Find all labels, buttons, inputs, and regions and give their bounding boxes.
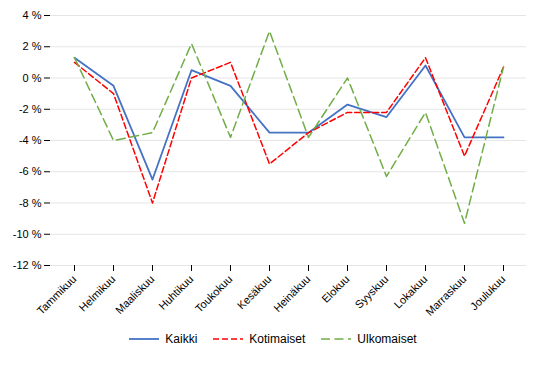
svg-text:Kesäkuu: Kesäkuu — [235, 273, 274, 312]
svg-text:-2 %: -2 % — [19, 103, 42, 115]
svg-text:0 %: 0 % — [23, 72, 42, 84]
svg-text:Toukokuu: Toukokuu — [193, 273, 235, 315]
svg-text:-4 %: -4 % — [19, 134, 42, 146]
svg-text:Lokakuu: Lokakuu — [392, 273, 430, 311]
svg-text:Joulukuu: Joulukuu — [468, 273, 508, 313]
html-text:Kotimaiset: Kotimaiset — [249, 332, 306, 346]
svg-text:-10 %: -10 % — [13, 228, 42, 240]
svg-text:-8 %: -8 % — [19, 197, 42, 209]
svg-text:-12 %: -12 % — [13, 259, 42, 271]
svg-text:2 %: 2 % — [23, 40, 42, 52]
html-text:Kaikki: Kaikki — [165, 332, 198, 346]
svg-text:Elokuu: Elokuu — [319, 273, 351, 305]
svg-text:Maaliskuu: Maaliskuu — [113, 273, 157, 317]
svg-text:Syyskuu: Syyskuu — [353, 273, 391, 311]
svg-text:Helmikuu: Helmikuu — [76, 273, 117, 314]
html-text:Ulkomaiset: Ulkomaiset — [357, 332, 417, 346]
svg-text:4 %: 4 % — [23, 9, 42, 21]
svg-text:Huhtikuu: Huhtikuu — [156, 273, 195, 312]
svg-text:Marraskuu: Marraskuu — [423, 273, 468, 318]
svg-text:Heinäkuu: Heinäkuu — [271, 273, 312, 314]
svg-text:-6 %: -6 % — [19, 165, 42, 177]
svg-text:Tammikuu: Tammikuu — [34, 273, 78, 317]
